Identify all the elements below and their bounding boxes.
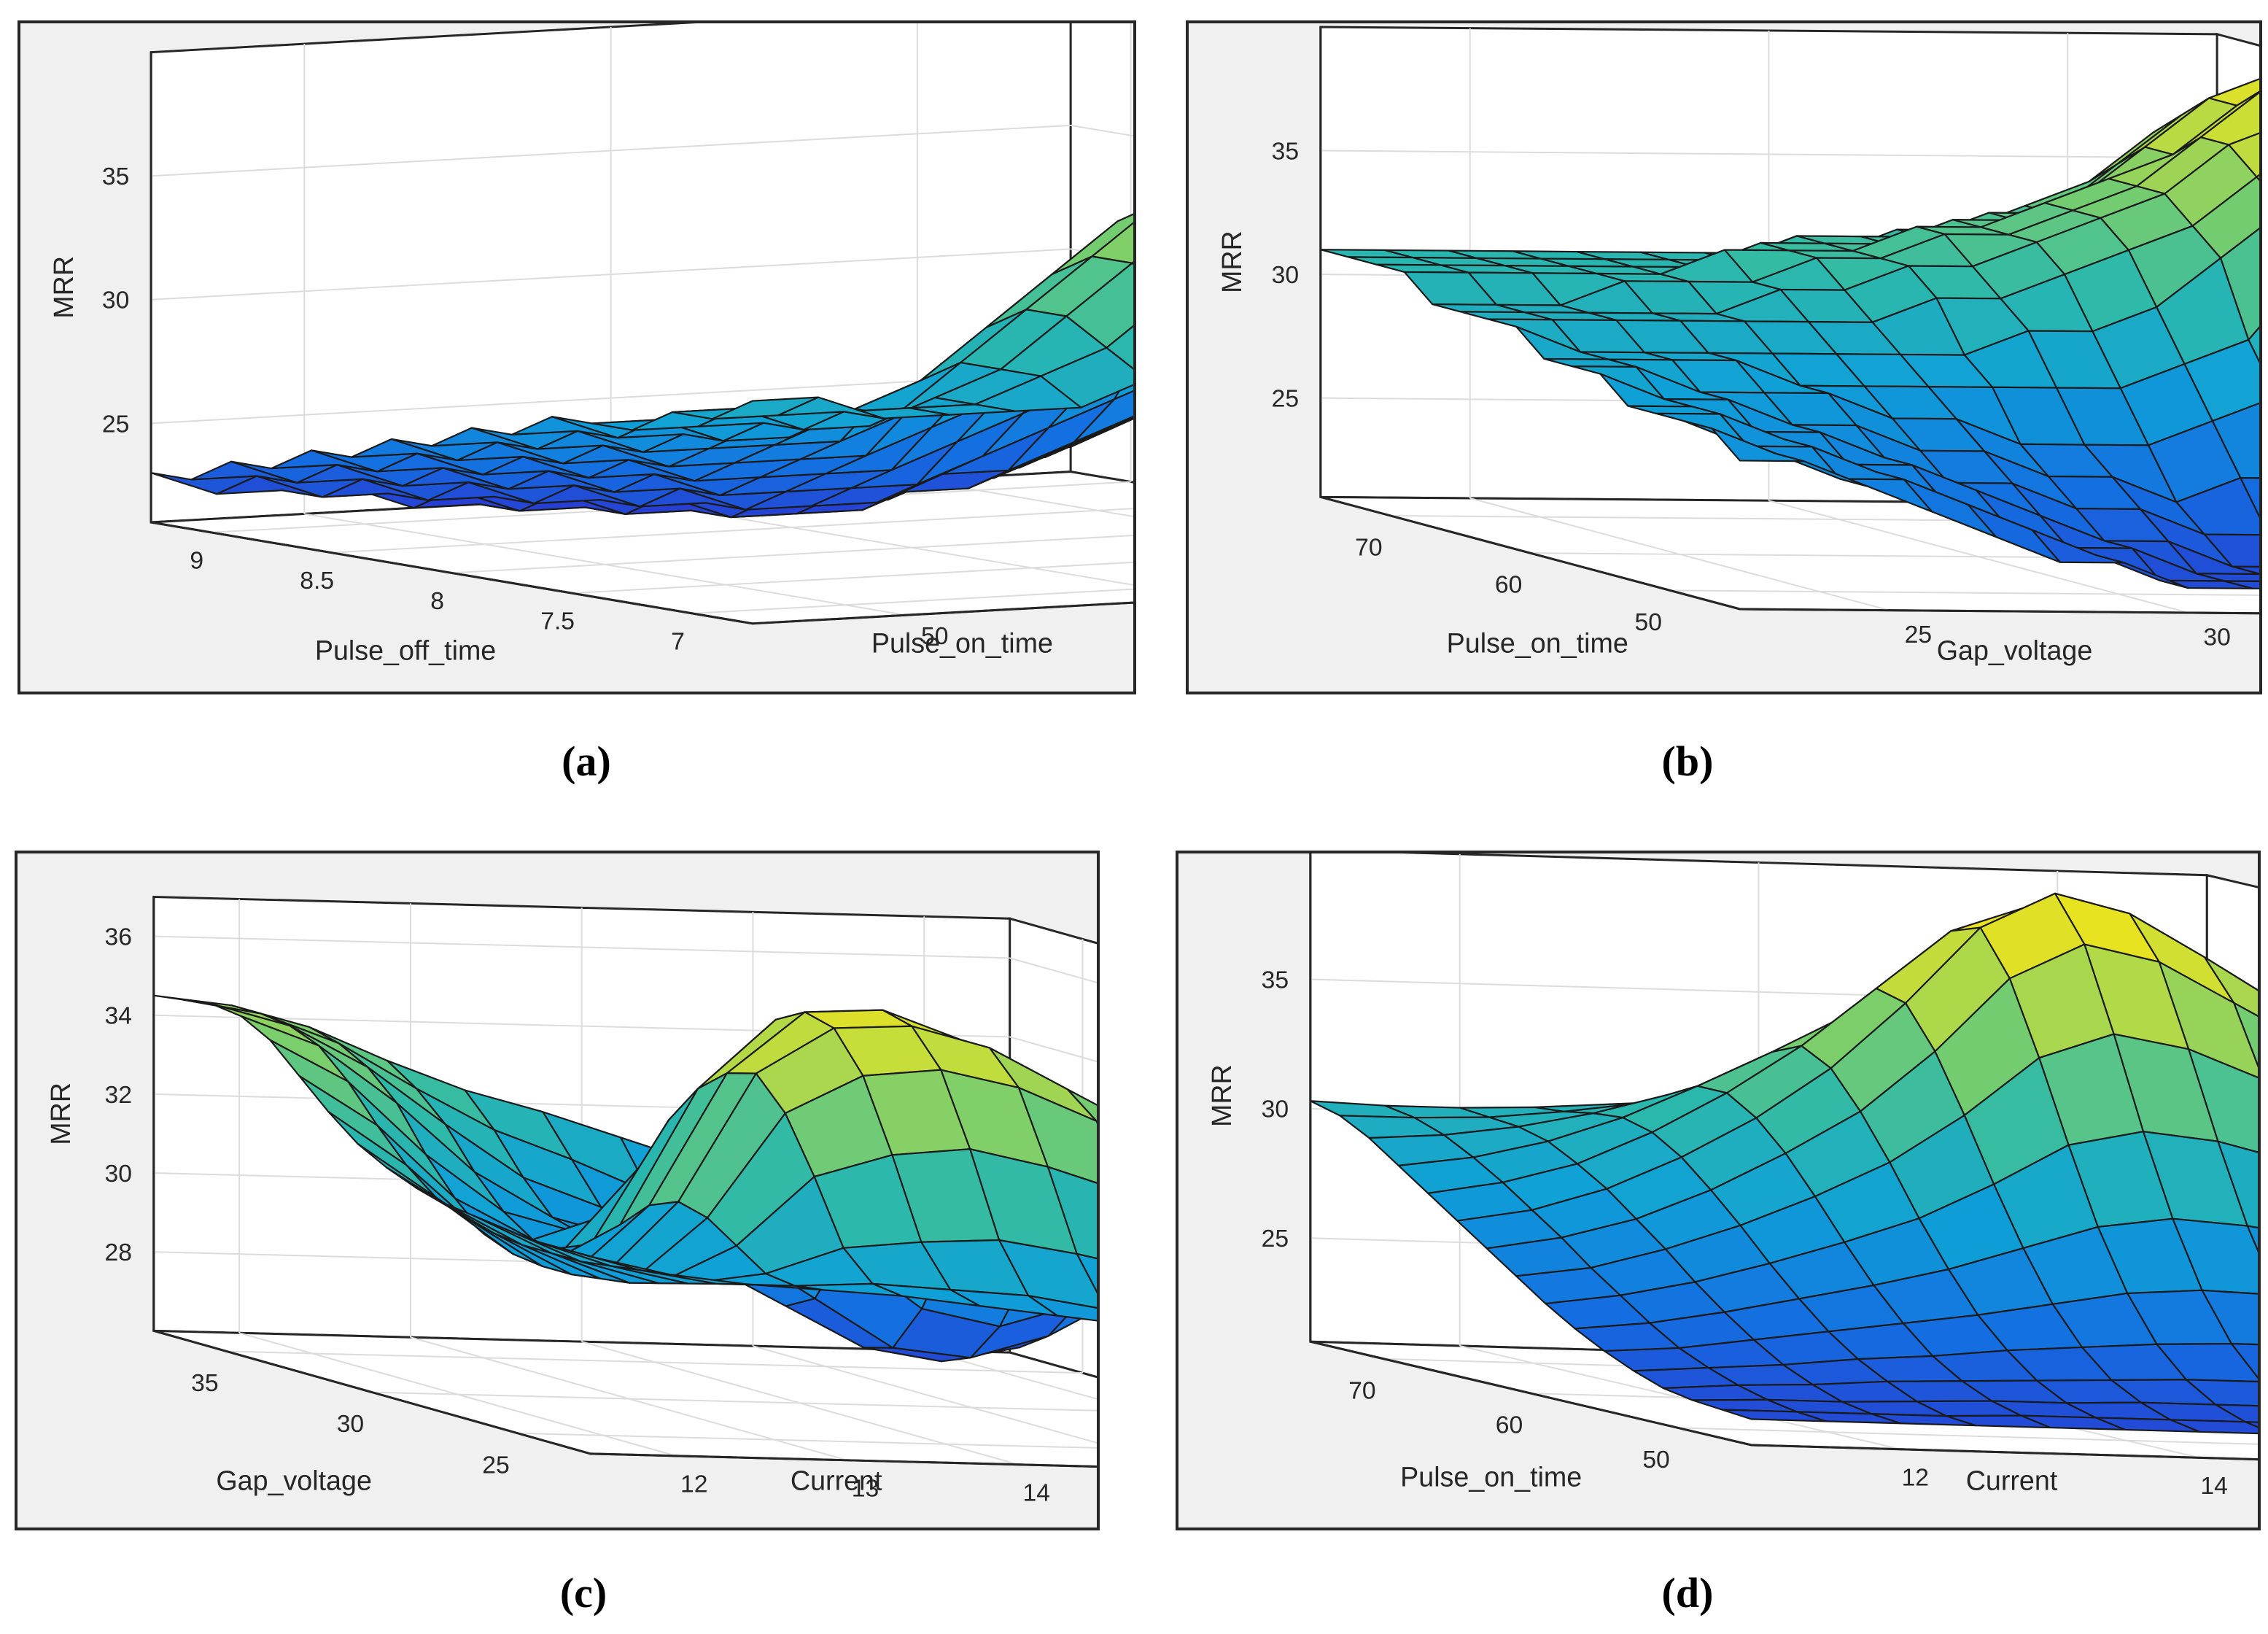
surface-mesh xyxy=(1309,892,2258,1435)
x-tick-label: 70 xyxy=(1355,533,1382,561)
y-axis-line xyxy=(1739,608,2259,615)
x-tick-label: 35 xyxy=(191,1369,218,1397)
caption-a: (a) xyxy=(562,737,611,785)
y-axis-line xyxy=(1751,1444,2258,1461)
z-axis-label: MRR xyxy=(48,256,79,319)
caption-d: (d) xyxy=(1661,1569,1714,1616)
chart-panel-b: 706050253035253035Pulse_on_timeGap_volta… xyxy=(1186,20,2262,694)
x-axis-label: Pulse_off_time xyxy=(315,635,496,665)
surface-cell xyxy=(1721,1409,1828,1422)
chart-panel-d: 706050121416253035Pulse_on_timeCurrentMR… xyxy=(1176,851,2261,1530)
x-tick-label: 70 xyxy=(1348,1376,1375,1404)
y-tick-label: 12 xyxy=(1902,1463,1929,1491)
z-tick-label: 34 xyxy=(105,1002,132,1030)
y-axis-label: Pulse_on_time xyxy=(871,627,1053,658)
caption-c: (c) xyxy=(559,1569,607,1616)
surface-cell xyxy=(711,396,820,420)
x-tick-label: 60 xyxy=(1496,1412,1523,1439)
z-tick-label: 35 xyxy=(1272,137,1299,165)
chart-panel-c: 35302512131415162830323436Gap_voltageCur… xyxy=(15,851,1100,1530)
y-axis-label: Current xyxy=(791,1465,882,1495)
y-tick-label: 25 xyxy=(1905,621,1932,648)
z-tick-label: 30 xyxy=(105,1160,132,1188)
x-tick-label: 60 xyxy=(1495,571,1522,599)
z-axis-label: MRR xyxy=(1216,231,1247,293)
z-tick-label: 32 xyxy=(105,1081,132,1109)
y-tick-label: 12 xyxy=(680,1470,707,1498)
x-axis-line xyxy=(153,1329,591,1455)
z-axis-label: MRR xyxy=(1206,1064,1237,1127)
surface-plot-c: 35302512131415162830323436Gap_voltageCur… xyxy=(45,895,1097,1506)
surface-mesh xyxy=(150,213,1133,519)
surface-cell xyxy=(2248,326,2259,364)
surface-plot-d: 706050121416253035Pulse_on_timeCurrentMR… xyxy=(1206,853,2258,1500)
y-tick-label: 14 xyxy=(2200,1472,2227,1500)
z-tick-label: 30 xyxy=(1272,261,1299,289)
x-tick-label: 9 xyxy=(190,546,203,574)
surface-plot-a: 98.587.57506070253035Pulse_off_timePulse… xyxy=(48,23,1133,665)
gridlines xyxy=(151,23,1133,616)
x-tick-label: 30 xyxy=(337,1410,364,1438)
surface-mesh xyxy=(152,994,1097,1363)
z-axis-label: MRR xyxy=(45,1083,76,1145)
z-tick-label: 36 xyxy=(105,923,132,950)
y-axis-label: Current xyxy=(1966,1465,2058,1495)
y-tick-label: 13 xyxy=(852,1474,879,1502)
x-axis-line xyxy=(150,521,753,625)
axes-box xyxy=(149,23,1133,625)
surface-cell xyxy=(560,1247,669,1275)
caption-b: (b) xyxy=(1661,737,1714,785)
y-tick-label: 50 xyxy=(921,622,948,650)
y-axis-line xyxy=(752,601,1133,625)
z-tick-label: 25 xyxy=(102,410,129,438)
surface-plot-b: 706050253035253035Pulse_on_timeGap_volta… xyxy=(1216,26,2259,665)
x-tick-label: 8 xyxy=(430,587,444,615)
x-axis-line xyxy=(1320,495,1741,611)
x-tick-label: 50 xyxy=(1642,1446,1669,1474)
z-tick-label: 30 xyxy=(102,287,129,314)
y-tick-label: 14 xyxy=(1023,1479,1050,1506)
z-tick-label: 25 xyxy=(1262,1225,1289,1252)
x-tick-label: 8.5 xyxy=(300,567,334,595)
z-tick-label: 35 xyxy=(1262,966,1289,994)
x-axis-label: Gap_voltage xyxy=(216,1465,372,1495)
y-axis-label: Gap_voltage xyxy=(1937,635,2093,665)
x-axis-line xyxy=(1310,1340,1752,1447)
x-tick-label: 25 xyxy=(482,1451,509,1479)
x-tick-label: 7 xyxy=(671,628,685,656)
y-axis-line xyxy=(590,1452,1097,1468)
x-tick-label: 50 xyxy=(1634,608,1661,636)
y-tick-label: 30 xyxy=(2203,624,2230,651)
z-tick-label: 25 xyxy=(1272,385,1299,413)
surface-cell xyxy=(1711,427,1805,462)
z-tick-label: 28 xyxy=(105,1239,132,1266)
z-tick-label: 30 xyxy=(1262,1096,1289,1123)
chart-panel-a: 98.587.57506070253035Pulse_off_timePulse… xyxy=(18,20,1136,694)
z-tick-label: 35 xyxy=(102,163,129,190)
x-axis-label: Pulse_on_time xyxy=(1400,1461,1582,1492)
x-axis-label: Pulse_on_time xyxy=(1447,627,1628,658)
x-tick-label: 7.5 xyxy=(540,608,575,635)
surface-mesh xyxy=(1319,78,2259,589)
